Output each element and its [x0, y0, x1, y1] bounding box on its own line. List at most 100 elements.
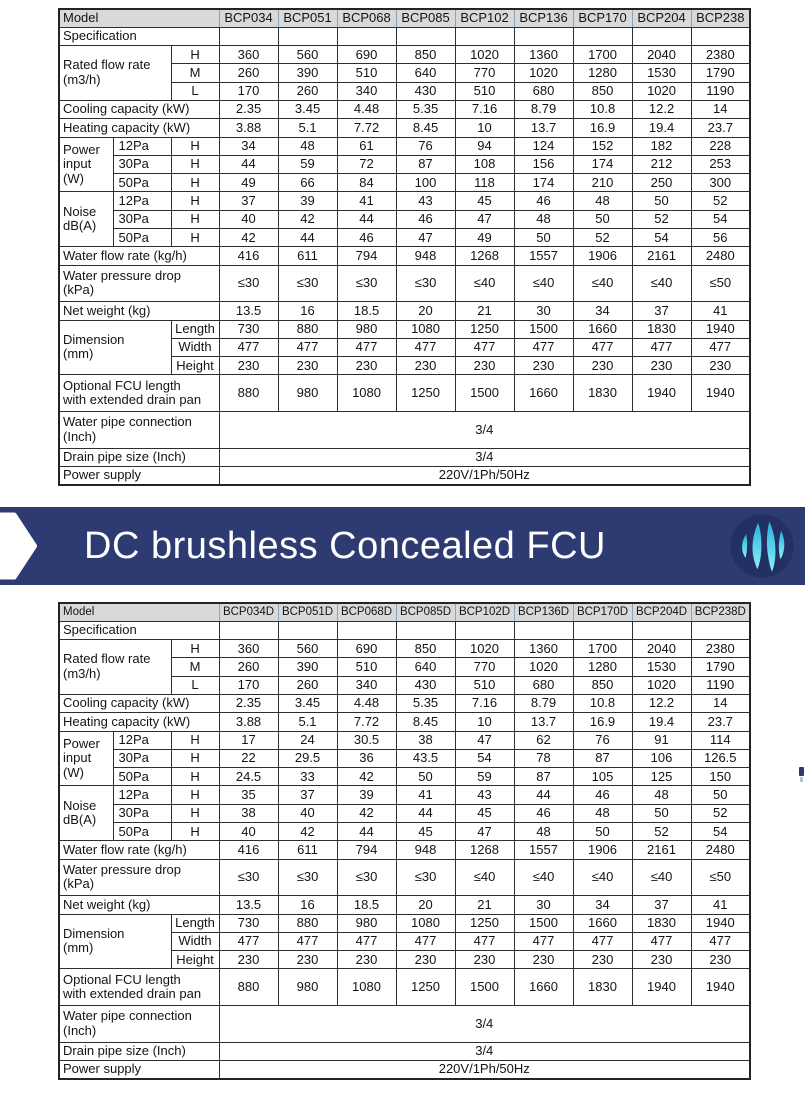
value-cell: 1020: [513, 657, 574, 677]
value-cell: Width: [170, 337, 220, 358]
value-cell: 38: [218, 803, 279, 824]
value-cell: 1080: [395, 913, 456, 933]
value-cell: [218, 26, 279, 47]
value-cell: 30Pa: [112, 209, 172, 230]
value-cell: 41: [336, 191, 397, 211]
value-cell: 230: [218, 950, 279, 970]
row-label-cell: Net weight (kg): [58, 895, 220, 915]
value-cell: 156: [513, 154, 574, 175]
value-cell: H: [170, 748, 220, 769]
row-label-cell: Heating capacity (kW): [58, 712, 220, 732]
model-name-cell: BCP136: [513, 8, 574, 28]
value-cell: 7.72: [336, 118, 397, 138]
value-cell: 40: [277, 803, 338, 824]
value-cell: 680: [513, 675, 574, 695]
value-cell: 30: [513, 301, 574, 321]
model-name-cell: BCP170D: [572, 602, 633, 622]
value-cell: 230: [336, 950, 397, 970]
value-cell: 30Pa: [112, 748, 172, 769]
value-cell: 1660: [572, 319, 633, 339]
value-cell: 50Pa: [112, 228, 172, 248]
value-cell: 253: [690, 154, 751, 175]
value-cell: 52: [631, 822, 692, 842]
row-label-cell: Dimension (mm): [58, 913, 172, 970]
value-cell: 980: [277, 374, 338, 413]
value-cell: 1020: [454, 45, 515, 65]
value-cell: 510: [454, 81, 515, 101]
value-cell: 44: [513, 785, 574, 805]
value-cell: 7.16: [454, 693, 515, 714]
value-cell: 3.45: [277, 693, 338, 714]
value-cell: 46: [513, 191, 574, 211]
value-cell: 50: [631, 191, 692, 211]
value-cell: 100: [395, 173, 456, 193]
value-cell: 1268: [454, 840, 515, 860]
value-cell: 39: [277, 191, 338, 211]
value-cell: 50: [572, 822, 633, 842]
value-cell: 52: [631, 209, 692, 230]
row-label-cell: Cooling capacity (kW): [58, 99, 220, 120]
value-cell: 477: [631, 337, 692, 358]
value-cell: 8.45: [395, 712, 456, 732]
value-cell: 850: [572, 81, 633, 101]
value-cell: 12Pa: [112, 730, 172, 750]
value-cell: 2480: [690, 840, 751, 860]
value-cell: 1790: [690, 657, 751, 677]
value-cell: ≤30: [336, 264, 397, 303]
value-cell: 170: [218, 675, 279, 695]
value-cell: ≤30: [395, 264, 456, 303]
page-edge-artifact: [799, 767, 804, 776]
value-cell: 477: [395, 337, 456, 358]
value-cell: 114: [690, 730, 751, 750]
value-cell: Height: [170, 950, 220, 970]
row-label-cell: Water flow rate (kg/h): [58, 840, 220, 860]
value-cell: 118: [454, 173, 515, 193]
value-cell: 30.5: [336, 730, 397, 750]
value-cell: 230: [513, 950, 574, 970]
section-banner: DC brushless Concealed FCU: [0, 507, 805, 585]
value-cell: 12Pa: [112, 785, 172, 805]
value-cell: ≤40: [572, 264, 633, 303]
row-label-cell: Noise dB(A): [58, 785, 114, 842]
value-cell: [336, 26, 397, 47]
value-cell: 30: [513, 895, 574, 915]
row-label-cell: Net weight (kg): [58, 301, 220, 321]
value-cell: 1660: [513, 968, 574, 1007]
value-cell: 14: [690, 99, 751, 120]
value-cell: 3/4: [218, 1005, 751, 1043]
value-cell: 59: [454, 767, 515, 787]
value-cell: 41: [395, 785, 456, 805]
value-cell: ≤30: [277, 264, 338, 303]
value-cell: 30Pa: [112, 803, 172, 824]
value-cell: 62: [513, 730, 574, 750]
value-cell: 611: [277, 840, 338, 860]
value-cell: 34: [218, 136, 279, 156]
value-cell: 150: [690, 767, 751, 787]
value-cell: 230: [690, 356, 751, 376]
value-cell: 5.1: [277, 118, 338, 138]
value-cell: 416: [218, 246, 279, 266]
value-cell: 50Pa: [112, 822, 172, 842]
value-cell: 260: [277, 675, 338, 695]
value-cell: ≤40: [454, 858, 515, 897]
model-header-cell: Model: [58, 8, 220, 28]
value-cell: 770: [454, 657, 515, 677]
value-cell: 477: [631, 931, 692, 952]
value-cell: 54: [690, 209, 751, 230]
value-cell: 680: [513, 81, 574, 101]
value-cell: 850: [395, 639, 456, 659]
value-cell: ≤30: [218, 264, 279, 303]
value-cell: 12Pa: [112, 136, 172, 156]
model-name-cell: BCP034D: [218, 602, 279, 622]
value-cell: [690, 620, 751, 641]
value-cell: 260: [277, 81, 338, 101]
row-label-cell: Water pipe connection (Inch): [58, 1005, 220, 1043]
value-cell: [454, 26, 515, 47]
value-cell: 42: [336, 803, 397, 824]
value-cell: 1830: [631, 913, 692, 933]
value-cell: H: [170, 228, 220, 248]
value-cell: 1790: [690, 63, 751, 83]
model-name-cell: BCP238D: [690, 602, 751, 622]
value-cell: 390: [277, 657, 338, 677]
row-label-cell: Heating capacity (kW): [58, 118, 220, 138]
